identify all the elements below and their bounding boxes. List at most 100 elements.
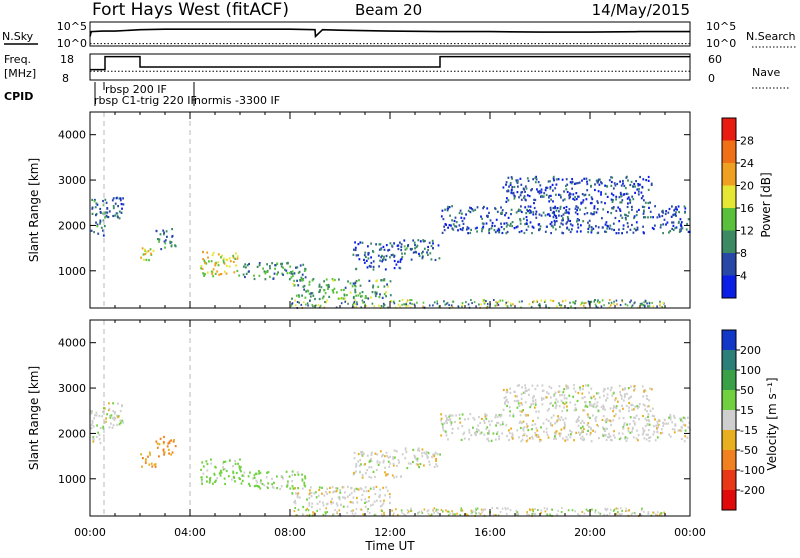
data-cell bbox=[638, 403, 641, 406]
data-cell bbox=[643, 232, 645, 235]
data-cell bbox=[273, 481, 275, 484]
data-cell bbox=[148, 463, 151, 466]
data-cell bbox=[505, 391, 508, 394]
data-cell bbox=[638, 187, 640, 191]
data-cell bbox=[587, 509, 589, 512]
data-cell bbox=[534, 423, 537, 426]
data-cell bbox=[518, 404, 521, 407]
data-cell bbox=[481, 511, 483, 514]
data-cell bbox=[363, 258, 365, 261]
data-cell bbox=[608, 306, 611, 309]
data-cell bbox=[103, 407, 105, 410]
data-cell bbox=[314, 491, 317, 494]
data-cell bbox=[581, 392, 584, 395]
data-cell bbox=[531, 384, 534, 387]
data-cell bbox=[639, 302, 642, 305]
data-cell bbox=[208, 481, 211, 484]
data-cell bbox=[568, 208, 571, 211]
data-cell bbox=[561, 219, 563, 222]
data-cell bbox=[501, 299, 504, 302]
data-cell bbox=[606, 417, 608, 420]
data-cell bbox=[509, 302, 512, 305]
data-cell bbox=[290, 272, 293, 275]
data-cell bbox=[223, 477, 226, 480]
data-cell bbox=[631, 403, 634, 407]
data-cell bbox=[360, 508, 363, 511]
data-cell bbox=[404, 248, 407, 251]
data-cell bbox=[248, 482, 250, 485]
data-cell bbox=[535, 427, 538, 430]
data-cell bbox=[311, 292, 314, 295]
data-cell bbox=[363, 254, 366, 257]
data-cell bbox=[609, 435, 612, 438]
data-cell bbox=[659, 226, 662, 229]
data-cell bbox=[566, 438, 569, 441]
data-cell bbox=[458, 224, 461, 227]
data-cell bbox=[589, 433, 592, 436]
data-cell bbox=[605, 230, 608, 233]
data-cell bbox=[389, 501, 391, 505]
data-cell bbox=[481, 227, 484, 231]
data-cell bbox=[285, 269, 288, 272]
data-cell bbox=[570, 305, 572, 308]
data-cell bbox=[385, 244, 388, 247]
data-cell bbox=[354, 512, 357, 515]
data-cell bbox=[560, 399, 563, 402]
data-cell bbox=[526, 513, 528, 516]
data-cell bbox=[249, 471, 251, 474]
data-cell bbox=[634, 191, 636, 194]
data-cell bbox=[301, 487, 304, 490]
data-cell bbox=[594, 188, 596, 192]
data-cell bbox=[255, 472, 258, 475]
data-cell bbox=[205, 262, 208, 265]
data-cell bbox=[668, 433, 671, 436]
data-cell bbox=[258, 472, 260, 475]
data-cell bbox=[318, 283, 321, 286]
data-cell bbox=[256, 265, 259, 268]
data-cell bbox=[213, 472, 216, 475]
data-cell bbox=[665, 223, 667, 226]
data-cell bbox=[554, 401, 557, 404]
data-cell bbox=[454, 420, 456, 424]
data-cell bbox=[565, 188, 568, 191]
data-cell bbox=[349, 501, 352, 504]
data-cell bbox=[405, 305, 407, 308]
data-cell bbox=[498, 438, 500, 441]
data-cell bbox=[629, 431, 632, 434]
data-cell bbox=[119, 421, 122, 424]
power-ylabel: Slant Range [km] bbox=[27, 158, 41, 262]
data-cell bbox=[308, 504, 311, 507]
data-cell bbox=[595, 305, 598, 308]
data-cell bbox=[569, 429, 571, 432]
data-cell bbox=[324, 514, 327, 516]
data-cell bbox=[470, 228, 472, 231]
data-cell bbox=[593, 300, 595, 303]
data-cell bbox=[494, 416, 497, 419]
data-cell bbox=[164, 242, 167, 245]
data-cell bbox=[468, 438, 470, 441]
data-cell bbox=[478, 303, 480, 306]
colorbar-swatch bbox=[722, 390, 736, 411]
data-cell bbox=[646, 302, 648, 305]
data-cell bbox=[634, 512, 637, 515]
data-cell bbox=[673, 209, 676, 212]
data-cell bbox=[656, 305, 658, 308]
data-cell bbox=[144, 461, 147, 464]
data-cell bbox=[291, 492, 294, 495]
data-cell bbox=[677, 221, 680, 225]
data-cell bbox=[239, 466, 242, 469]
data-cell bbox=[613, 430, 615, 433]
data-cell bbox=[355, 267, 358, 270]
data-cell bbox=[323, 289, 326, 292]
data-cell bbox=[228, 257, 231, 260]
data-cell bbox=[245, 266, 247, 269]
data-cell bbox=[518, 384, 520, 387]
data-cell bbox=[427, 249, 429, 252]
data-cell bbox=[378, 296, 381, 299]
data-cell bbox=[264, 278, 267, 281]
data-cell bbox=[535, 300, 538, 303]
data-cell bbox=[507, 199, 510, 202]
data-cell bbox=[531, 437, 534, 440]
y-tick-label: 1000 bbox=[58, 265, 86, 278]
data-cell bbox=[382, 502, 385, 505]
